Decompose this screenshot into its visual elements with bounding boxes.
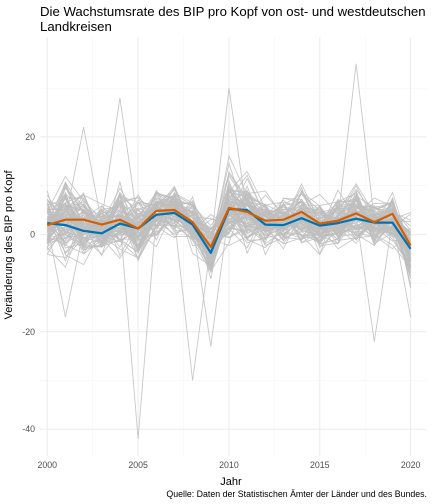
x-tick-label: 2000 [37,460,57,470]
y-tick-label: -20 [22,327,35,337]
highlighted-series [46,206,412,254]
x-tick-label: 2010 [219,460,239,470]
x-tick-labels: 2000 2005 2010 2015 2020 [37,460,420,470]
chart-title-line-2: Landkreisen [40,19,112,34]
y-tick-labels: -40 -20 0 20 [22,132,35,434]
chart-title-line-1: Die Wachstumsrate des BIP pro Kopf von o… [40,4,426,19]
x-tick-label: 2020 [401,460,421,470]
y-tick-label: -40 [22,424,35,434]
x-axis-label: Jahr [220,476,242,488]
y-axis-label: Veränderung des BIP pro Kopf [3,170,15,320]
background-line [46,177,411,259]
x-tick-label: 2015 [310,460,330,470]
background-line [46,185,411,268]
chart-caption: Quelle: Daten der Statistischen Ämter de… [166,489,427,499]
background-line [46,187,412,257]
x-tick-label: 2005 [128,460,148,470]
series-line [46,206,412,249]
y-tick-label: 0 [30,229,35,239]
background-line [46,178,411,272]
y-tick-label: 20 [25,132,35,142]
